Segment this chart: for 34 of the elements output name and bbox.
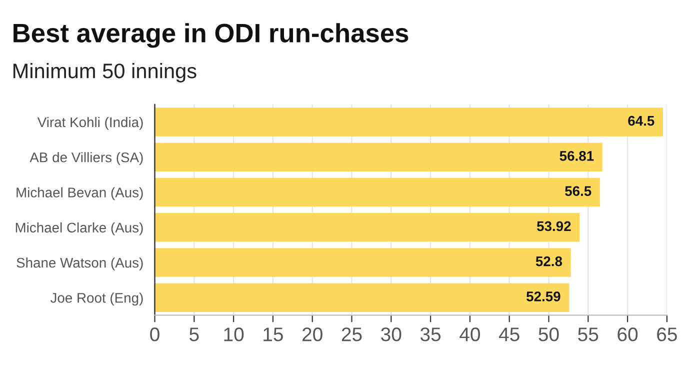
y-tick-label: AB de Villiers (SA) bbox=[30, 152, 143, 166]
bar bbox=[154, 212, 580, 242]
bar bbox=[154, 108, 663, 136]
chart-title: Best average in ODI run-chases bbox=[14, 23, 408, 48]
y-tick-label: Michael Clarke (Aus) bbox=[16, 222, 143, 236]
x-tick-label: 10 bbox=[224, 328, 244, 342]
data-label: 56.81 bbox=[560, 151, 594, 161]
data-label: 52.59 bbox=[526, 292, 560, 302]
data-label: 52.8 bbox=[536, 256, 562, 266]
x-tick-label: 0 bbox=[150, 328, 160, 342]
x-tick-label: 25 bbox=[342, 328, 362, 342]
x-tick-label: 60 bbox=[618, 328, 638, 342]
data-label: 53.92 bbox=[536, 221, 571, 232]
y-tick-label: Michael Bevan (Aus) bbox=[16, 187, 143, 200]
chart-subtitle: Minimum 50 innings bbox=[14, 63, 196, 82]
y-tick-label: Joe Root (Eng) bbox=[50, 292, 143, 306]
data-label: 64.5 bbox=[628, 116, 654, 126]
x-tick-label: 55 bbox=[578, 328, 598, 342]
bar bbox=[154, 283, 570, 312]
y-tick-label: Virat Kohli (India) bbox=[37, 116, 143, 130]
x-tick-label: 40 bbox=[460, 328, 480, 342]
bar bbox=[154, 248, 571, 277]
x-tick-label: 50 bbox=[538, 328, 559, 342]
data-label: 56.5 bbox=[565, 186, 592, 196]
x-tick-label: 35 bbox=[420, 328, 441, 342]
x-tick-label: 65 bbox=[657, 328, 677, 342]
bar bbox=[154, 178, 600, 207]
x-tick-label: 30 bbox=[381, 328, 402, 342]
x-tick-label: 15 bbox=[264, 328, 283, 342]
x-tick-label: 5 bbox=[190, 328, 199, 342]
x-tick-label: 45 bbox=[498, 328, 520, 342]
x-tick-label: 20 bbox=[302, 328, 322, 342]
y-tick-label: Shane Watson (Aus) bbox=[16, 257, 143, 270]
bar bbox=[154, 142, 602, 172]
